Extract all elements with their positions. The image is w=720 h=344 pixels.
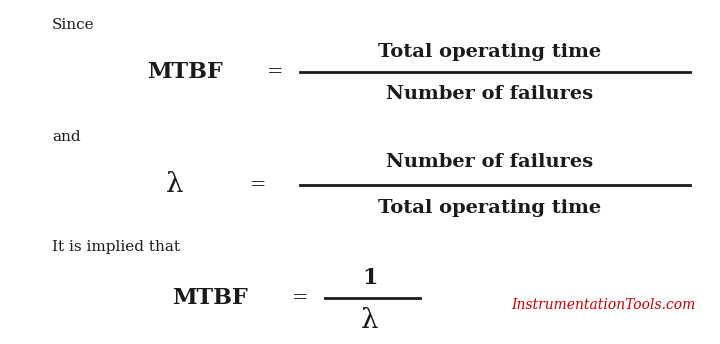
Text: It is implied that: It is implied that (52, 240, 180, 254)
Text: 1: 1 (362, 267, 378, 289)
Text: and: and (52, 130, 81, 144)
Text: MTBF: MTBF (147, 61, 223, 83)
Text: λ: λ (361, 307, 379, 333)
Text: Number of failures: Number of failures (387, 85, 593, 103)
Text: =: = (250, 176, 266, 194)
Text: λ: λ (166, 172, 184, 198)
Text: =: = (266, 63, 283, 81)
Text: Since: Since (52, 18, 94, 32)
Text: InstrumentationTools.com: InstrumentationTools.com (510, 298, 695, 312)
Text: Number of failures: Number of failures (387, 153, 593, 171)
Text: Total operating time: Total operating time (379, 199, 602, 217)
Text: =: = (292, 289, 308, 307)
Text: MTBF: MTBF (172, 287, 248, 309)
Text: Total operating time: Total operating time (379, 43, 602, 61)
